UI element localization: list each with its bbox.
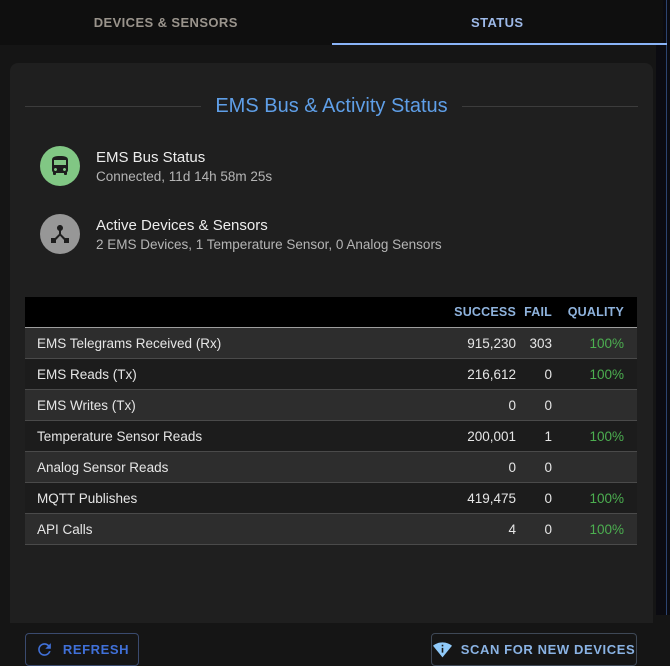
table-row: EMS Reads (Tx) 216,612 0 100% (25, 359, 637, 390)
status-card: EMS Bus & Activity Status EMS Bus Status… (10, 63, 653, 666)
scrollbar-track[interactable] (656, 0, 670, 615)
row-success-value: 216,612 (467, 366, 516, 382)
refresh-button[interactable]: REFRESH (25, 633, 139, 666)
row-fail-value: 0 (544, 521, 552, 537)
row-label: Analog Sensor Reads (37, 459, 169, 475)
row-quality-value: 100% (589, 490, 624, 506)
header-fail: FAIL (524, 305, 552, 319)
row-label: API Calls (37, 521, 93, 537)
card-title: EMS Bus & Activity Status (25, 95, 638, 118)
row-fail-value: 0 (544, 397, 552, 413)
scrollbar-edge-line (666, 0, 667, 615)
refresh-icon (38, 643, 51, 656)
row-success-value: 419,475 (467, 490, 516, 506)
row-success-value: 4 (508, 521, 516, 537)
stats-table-header: SUCCESS FAIL QUALITY (25, 297, 637, 328)
page-title: EMS Bus & Activity Status (215, 95, 448, 117)
row-label: EMS Telegrams Received (Rx) (37, 335, 222, 351)
scan-wifi-icon (432, 642, 452, 658)
ems-bus-status-title: EMS Bus Status (96, 148, 206, 166)
row-quality-value: 100% (589, 521, 624, 537)
row-quality-value: 100% (589, 335, 624, 351)
scan-button-label: SCAN FOR NEW DEVICES (460, 642, 636, 657)
table-row: MQTT Publishes 419,475 0 100% (25, 483, 637, 514)
row-label: EMS Reads (Tx) (37, 366, 137, 382)
ems-bus-status-value: Connected, 11d 14h 58m 25s (96, 168, 273, 184)
title-rule-right (461, 106, 638, 107)
tab-status[interactable]: STATUS (331, 0, 667, 45)
row-fail-value: 0 (544, 490, 552, 506)
row-success-value: 915,230 (467, 335, 516, 351)
row-success-value: 200,001 (467, 428, 516, 444)
table-row: Analog Sensor Reads 0 0 (25, 452, 637, 483)
bus-icon (40, 146, 80, 186)
stats-table-body: EMS Telegrams Received (Rx) 915,230 303 … (25, 328, 637, 545)
active-devices-title: Active Devices & Sensors (96, 216, 268, 234)
row-fail-value: 0 (544, 366, 552, 382)
active-devices-item: Active Devices & Sensors 2 EMS Devices, … (40, 214, 653, 254)
row-label: EMS Writes (Tx) (37, 397, 136, 413)
table-row: Temperature Sensor Reads 200,001 1 100% (25, 421, 637, 452)
header-success: SUCCESS (454, 305, 516, 319)
row-fail-value: 303 (529, 335, 552, 351)
row-success-value: 0 (508, 459, 516, 475)
active-devices-value: 2 EMS Devices, 1 Temperature Sensor, 0 A… (96, 236, 442, 252)
header-quality: QUALITY (567, 305, 624, 319)
scan-for-new-devices-button[interactable]: SCAN FOR NEW DEVICES (431, 633, 637, 666)
stats-table: SUCCESS FAIL QUALITY EMS Telegrams Recei… (25, 297, 637, 545)
table-row: EMS Telegrams Received (Rx) 915,230 303 … (25, 328, 637, 359)
table-row: API Calls 4 0 100% (25, 514, 637, 545)
row-success-value: 0 (508, 397, 516, 413)
row-label: Temperature Sensor Reads (37, 428, 203, 444)
tab-devices-and-sensors[interactable]: DEVICES & SENSORS (93, 15, 238, 30)
ems-bus-status-item: EMS Bus Status Connected, 11d 14h 58m 25… (40, 146, 653, 186)
table-row: EMS Writes (Tx) 0 0 (25, 390, 637, 421)
title-rule-left (25, 106, 202, 107)
row-fail-value: 1 (544, 428, 552, 444)
row-quality-value: 100% (589, 366, 624, 382)
row-label: MQTT Publishes (37, 490, 138, 506)
tab-bar: DEVICES & SENSORS STATUS (0, 0, 667, 45)
refresh-button-label: REFRESH (62, 642, 130, 657)
row-fail-value: 0 (544, 459, 552, 475)
device-hub-icon (40, 214, 80, 254)
row-quality-value: 100% (589, 428, 624, 444)
